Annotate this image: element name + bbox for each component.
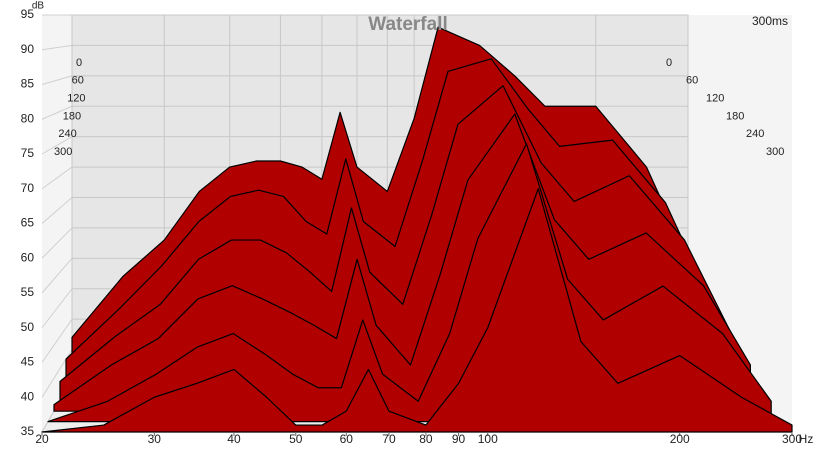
y-tick-label: 95 xyxy=(21,7,35,21)
grid-line xyxy=(41,75,73,85)
z-tick-label: 180 xyxy=(63,110,81,122)
x-tick-label: 50 xyxy=(289,432,303,446)
y-tick-label: 60 xyxy=(21,250,35,264)
x-tick-label: 20 xyxy=(35,432,49,446)
labels: 35 40 45 50 55 60 65 70 75 80 85 90 95 20 30 40 50 60 70 80… xyxy=(21,7,803,446)
x-tick-label: 100 xyxy=(478,432,498,446)
x-tick-label: 40 xyxy=(227,432,241,446)
x-tick-label: 70 xyxy=(382,432,396,446)
y-axis-label: dB xyxy=(32,1,45,12)
z-tick-label: 60 xyxy=(686,75,698,87)
x-tick-label: 80 xyxy=(419,432,433,446)
x-tick-label: 90 xyxy=(452,432,466,446)
grid-line xyxy=(41,166,73,190)
z-tick-label: 120 xyxy=(67,93,85,105)
y-tick-label: 90 xyxy=(21,42,35,56)
x-tick-label: 30 xyxy=(148,432,162,446)
y-tick-label: 85 xyxy=(21,77,35,91)
y-tick-label: 50 xyxy=(21,320,35,334)
grid-line xyxy=(41,136,73,155)
grid-line xyxy=(41,44,73,51)
grid-line xyxy=(41,318,73,363)
slices xyxy=(41,26,793,433)
y-tick-label: 40 xyxy=(21,389,35,403)
x-axis-label: Hz xyxy=(799,432,814,446)
y-tick-label: 35 xyxy=(21,424,35,438)
z-tick-label: 120 xyxy=(706,93,724,105)
grid-line xyxy=(41,227,73,259)
waterfall-slice xyxy=(41,188,793,433)
z-tick-label: 60 xyxy=(72,75,84,87)
z-tick-label: 240 xyxy=(58,128,76,140)
grid-line xyxy=(41,105,73,120)
grid-line xyxy=(41,258,73,294)
time-range-label: 300ms xyxy=(752,14,788,28)
z-tick-label: 180 xyxy=(726,110,744,122)
z-tick-label: 0 xyxy=(76,57,82,69)
x-tick-label: 60 xyxy=(340,432,354,446)
chart-title: Waterfall xyxy=(368,14,448,35)
z-tick-label: 0 xyxy=(666,57,672,69)
grid-line xyxy=(41,288,73,329)
y-tick-label: 45 xyxy=(21,355,35,369)
z-tick-label: 300 xyxy=(766,146,784,158)
y-tick-label: 75 xyxy=(21,146,35,160)
y-tick-label: 70 xyxy=(21,181,35,195)
x-tick-label: 200 xyxy=(670,432,690,446)
y-tick-label: 55 xyxy=(21,285,35,299)
z-tick-label: 300 xyxy=(54,146,72,158)
x-tick-label: 300 xyxy=(782,432,802,446)
grid-line xyxy=(41,197,73,224)
y-tick-label: 80 xyxy=(21,111,35,125)
z-tick-label: 240 xyxy=(746,128,764,140)
y-tick-label: 65 xyxy=(21,216,35,230)
